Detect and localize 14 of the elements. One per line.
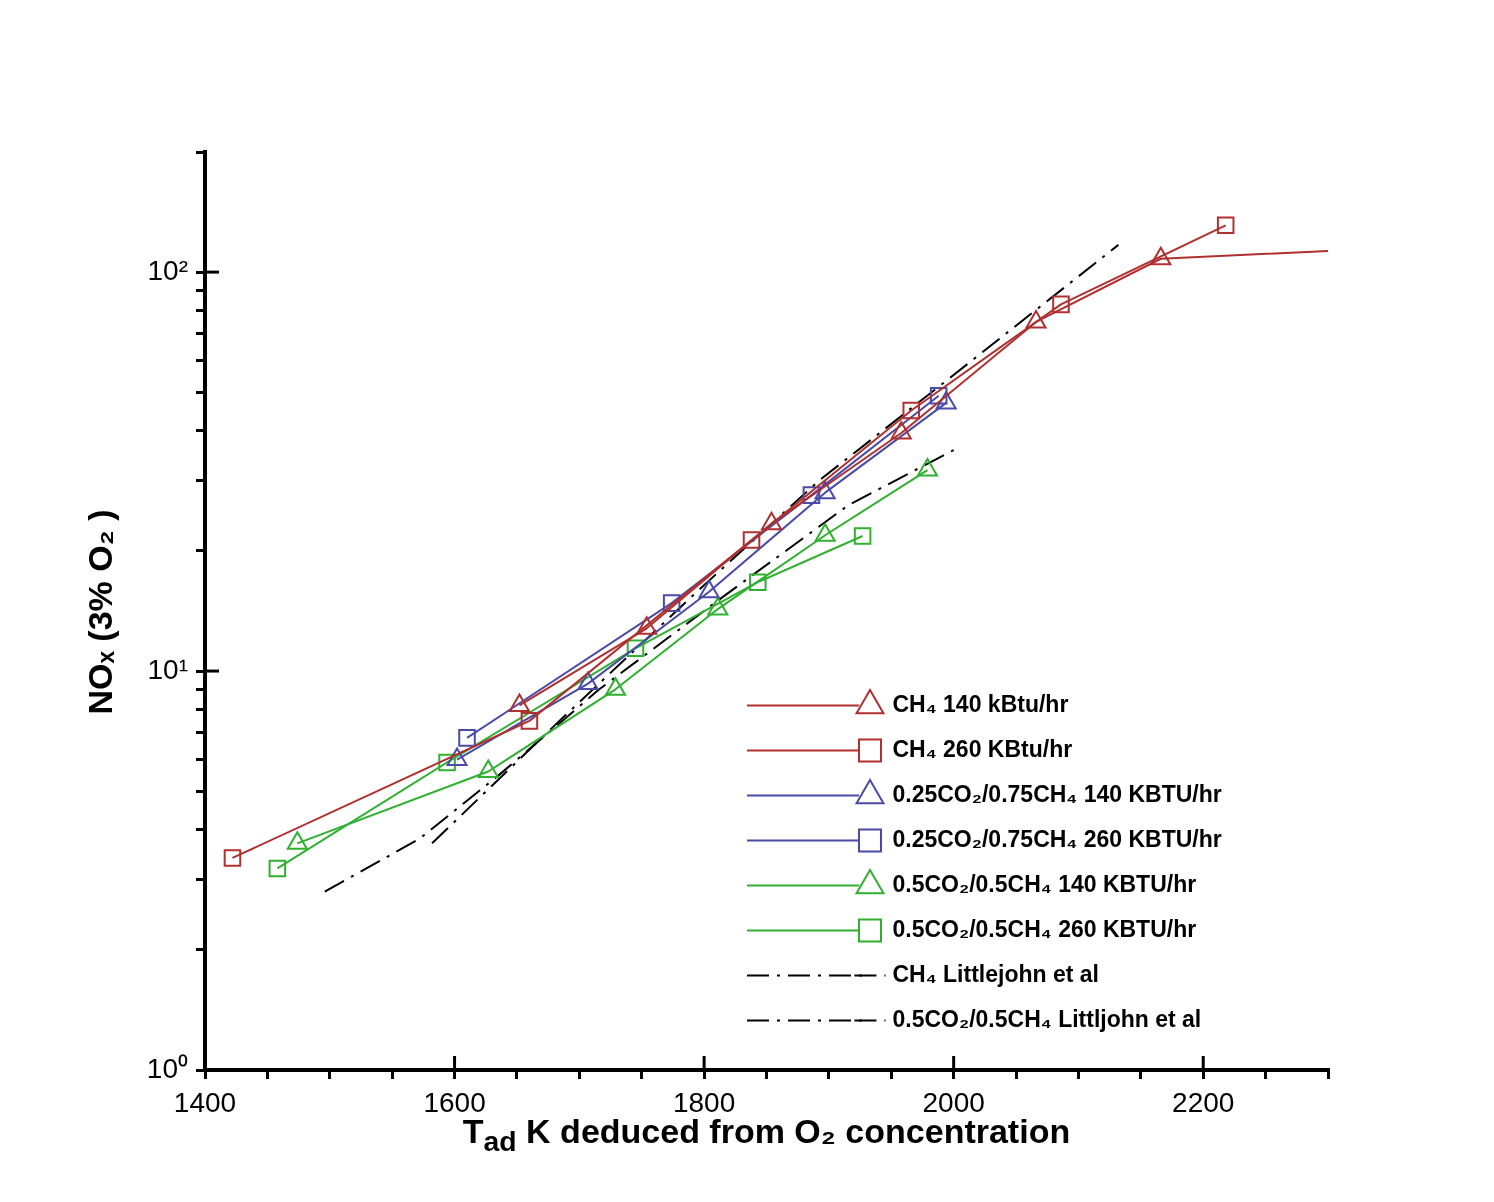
legend-label: 0.25CO₂/0.75CH₄ 260 KBTU/hr <box>892 825 1222 852</box>
legend-label: 0.5CO₂/0.5CH₄ Littljohn et al <box>892 1005 1202 1032</box>
legend-label: CH₄ Littlejohn et al <box>892 960 1099 987</box>
x-tick-label: 1400 <box>173 1086 237 1118</box>
y-tick-label: 10² <box>147 254 188 286</box>
x-tick-label: 2200 <box>1172 1086 1235 1118</box>
legend-label: 0.5CO₂/0.5CH₄ 140 KBTU/hr <box>892 870 1197 897</box>
legend-label: 0.25CO₂/0.75CH₄ 140 KBTU/hr <box>892 780 1222 807</box>
y-axis-title: NOₓ (3% O₂ ) <box>80 509 120 715</box>
legend-label: 0.5CO₂/0.5CH₄ 260 KBTU/hr <box>892 915 1197 942</box>
legend-label: CH₄ 260 KBtu/hr <box>892 735 1073 762</box>
y-tick-label: 10¹ <box>147 653 188 685</box>
y-tick-label: 10⁰ <box>146 1052 188 1084</box>
legend-label: CH₄ 140 kBtu/hr <box>892 690 1069 717</box>
